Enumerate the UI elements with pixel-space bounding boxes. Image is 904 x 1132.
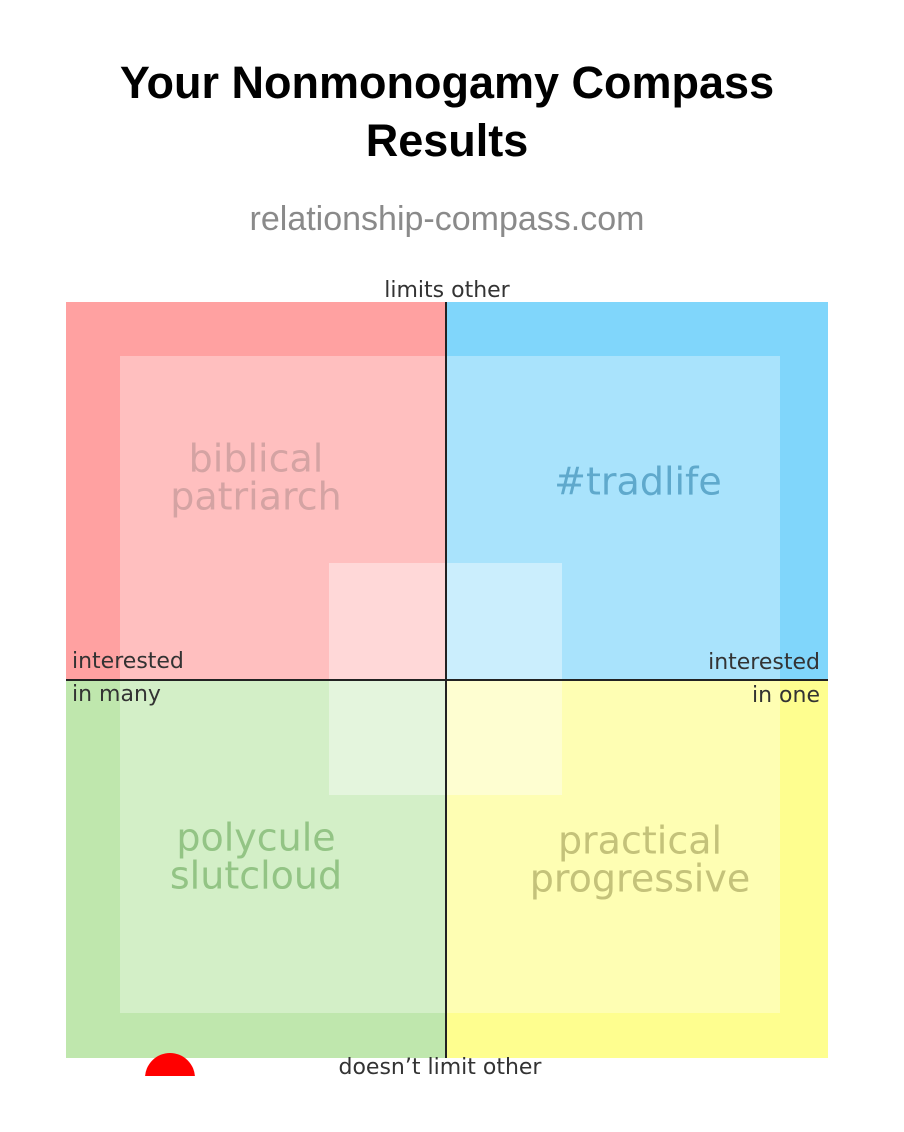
quadrant-label: patriarch [170, 475, 342, 519]
overlay [120, 356, 780, 1013]
quadrant-bg [446, 680, 828, 1058]
quadrant-bg [66, 680, 446, 1058]
quadrant-label: practical [558, 819, 722, 863]
axis-label: in many [72, 682, 161, 707]
quadrant-label: progressive [530, 857, 750, 901]
quadrant-label: biblical [189, 437, 324, 481]
subtitle[interactable]: relationship-compass.com [250, 200, 645, 238]
title: Results [366, 115, 529, 166]
quadrant-bg [66, 302, 446, 680]
compass: limits other doesn’t limit other interes… [66, 278, 828, 1080]
result-marker [145, 1053, 195, 1076]
title: Your Nonmonogamy Compass [120, 57, 774, 108]
axis-label: in one [752, 683, 820, 708]
axis-label: interested [708, 650, 820, 675]
quadrant-label: slutcloud [170, 854, 342, 898]
axis-label: doesn’t limit other [339, 1055, 543, 1080]
quadrant-label: #tradlife [554, 460, 722, 504]
axis-label: limits other [384, 278, 510, 303]
axis-label: interested [72, 649, 184, 674]
quadrant-bg [446, 302, 828, 680]
quadrant-label: polycule [176, 816, 335, 860]
